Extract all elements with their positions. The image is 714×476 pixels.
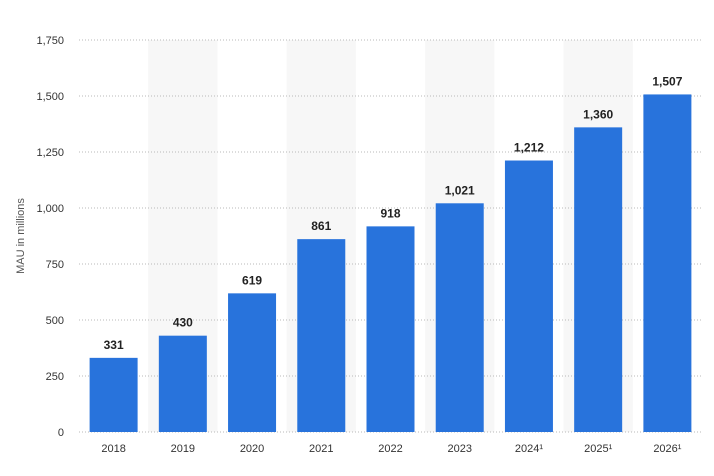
y-tick-label: 1,750 — [36, 35, 64, 47]
bar-2022 — [366, 226, 415, 432]
y-tick-label: 1,000 — [36, 203, 64, 215]
bar-2024 — [504, 160, 553, 432]
y-tick-label: 0 — [58, 427, 64, 439]
y-axis-ticks: 0 250 500 750 1,000 1,250 1,500 1,750 — [36, 35, 64, 439]
data-label: 1,212 — [514, 141, 544, 155]
bar-2021 — [297, 239, 346, 432]
bar-2026 — [643, 94, 692, 432]
y-tick-label: 250 — [46, 371, 64, 383]
x-tick-label: 2021 — [309, 443, 333, 455]
data-label: 430 — [173, 316, 193, 330]
data-label: 1,360 — [583, 107, 613, 121]
x-tick-label: 2024¹ — [515, 443, 543, 455]
x-tick-label: 2018 — [101, 443, 125, 455]
data-labels: 331 430 619 861 918 1,021 1,212 1,360 1,507 — [104, 74, 683, 351]
x-tick-label: 2023 — [447, 443, 471, 455]
data-label: 619 — [242, 273, 262, 287]
data-label: 861 — [311, 219, 331, 233]
y-tick-label: 500 — [46, 315, 64, 327]
x-tick-label: 2019 — [171, 443, 195, 455]
y-tick-label: 1,500 — [36, 91, 64, 103]
bar-2018 — [89, 357, 138, 432]
bar-2020 — [228, 293, 277, 432]
x-tick-label: 2022 — [378, 443, 402, 455]
data-label: 331 — [104, 338, 124, 352]
bar-2025 — [574, 127, 623, 433]
bars — [89, 94, 692, 433]
x-tick-label: 2025¹ — [584, 443, 612, 455]
bar-2019 — [158, 335, 207, 432]
bar-2023 — [435, 203, 484, 432]
y-tick-label: 750 — [46, 259, 64, 271]
x-tick-label: 2026¹ — [653, 443, 681, 455]
data-label: 1,021 — [445, 183, 475, 197]
y-axis-label: MAU in millions — [15, 198, 27, 274]
x-tick-label: 2020 — [240, 443, 264, 455]
data-label: 918 — [380, 206, 400, 220]
data-label: 1,507 — [652, 74, 682, 88]
x-axis-ticks: 2018 2019 2020 2021 2022 2023 2024¹ 2025¹ 2026¹ — [101, 443, 681, 455]
y-tick-label: 1,250 — [36, 147, 64, 159]
